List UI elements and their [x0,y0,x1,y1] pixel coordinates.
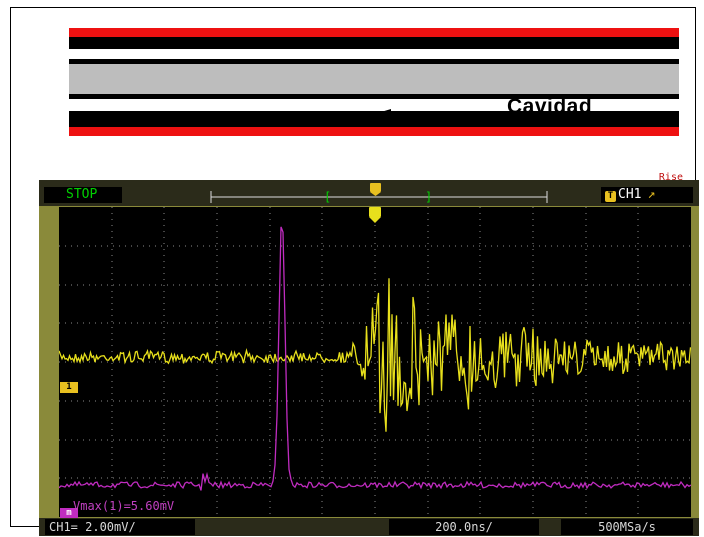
black-thin-bottom [69,94,679,99]
trigger-time-pointer [369,217,381,223]
white-layer-top [69,49,679,59]
trigger-time-marker [369,207,381,217]
ch1-level-marker[interactable]: 1 [60,382,78,393]
figure-frame: Cavidad STOP [ ] Rise T CH1 ↗ 1 m Vmax(1)= [10,7,699,536]
ch1-waveform [59,278,691,432]
time-per-div: 200.0ns/ [389,519,539,535]
gray-core-layer [69,64,679,94]
rising-edge-icon: ↗ [647,187,656,202]
scope-status-bar: CH1= 2.00mV/ 200.0ns/ 500MSa/s [39,518,699,536]
math-level-marker[interactable]: m [60,508,78,519]
scope-top-bar: STOP [ ] Rise T CH1 ↗ [39,172,699,206]
vmax-measurement: Vmax(1)=5.60mV [73,499,175,513]
white-cavity-layer [69,99,679,111]
trigger-source-badge[interactable]: T CH1 ↗ [601,187,693,203]
red-layer-top [69,28,679,37]
oscilloscope-display: STOP [ ] Rise T CH1 ↗ 1 m Vmax(1)=5.60mV C… [39,172,699,536]
trigger-mode-label: Rise [658,172,683,183]
cavity-label: Cavidad [507,95,593,118]
run-status-badge[interactable]: STOP [44,187,122,203]
svg-text:[: [ [324,190,331,204]
waveform-plot [59,207,691,517]
cavity-diagram: Cavidad [69,28,679,136]
sample-rate: 500MSa/s [561,519,693,535]
waveform-screen: 1 m Vmax(1)=5.60mV [59,207,691,519]
volts-per-div: CH1= 2.00mV/ [45,519,195,535]
svg-text:]: ] [425,190,432,204]
trigger-t-icon: T [605,191,616,202]
math-waveform [59,226,691,491]
black-layer-bottom [69,111,679,127]
black-thin-top [69,59,679,64]
cavity-arrow-icon [381,109,471,115]
red-layer-bottom [69,127,679,136]
trigger-channel-label: CH1 [618,187,642,202]
black-layer-top [69,37,679,49]
trigger-position-bar: [ ] [210,183,548,204]
